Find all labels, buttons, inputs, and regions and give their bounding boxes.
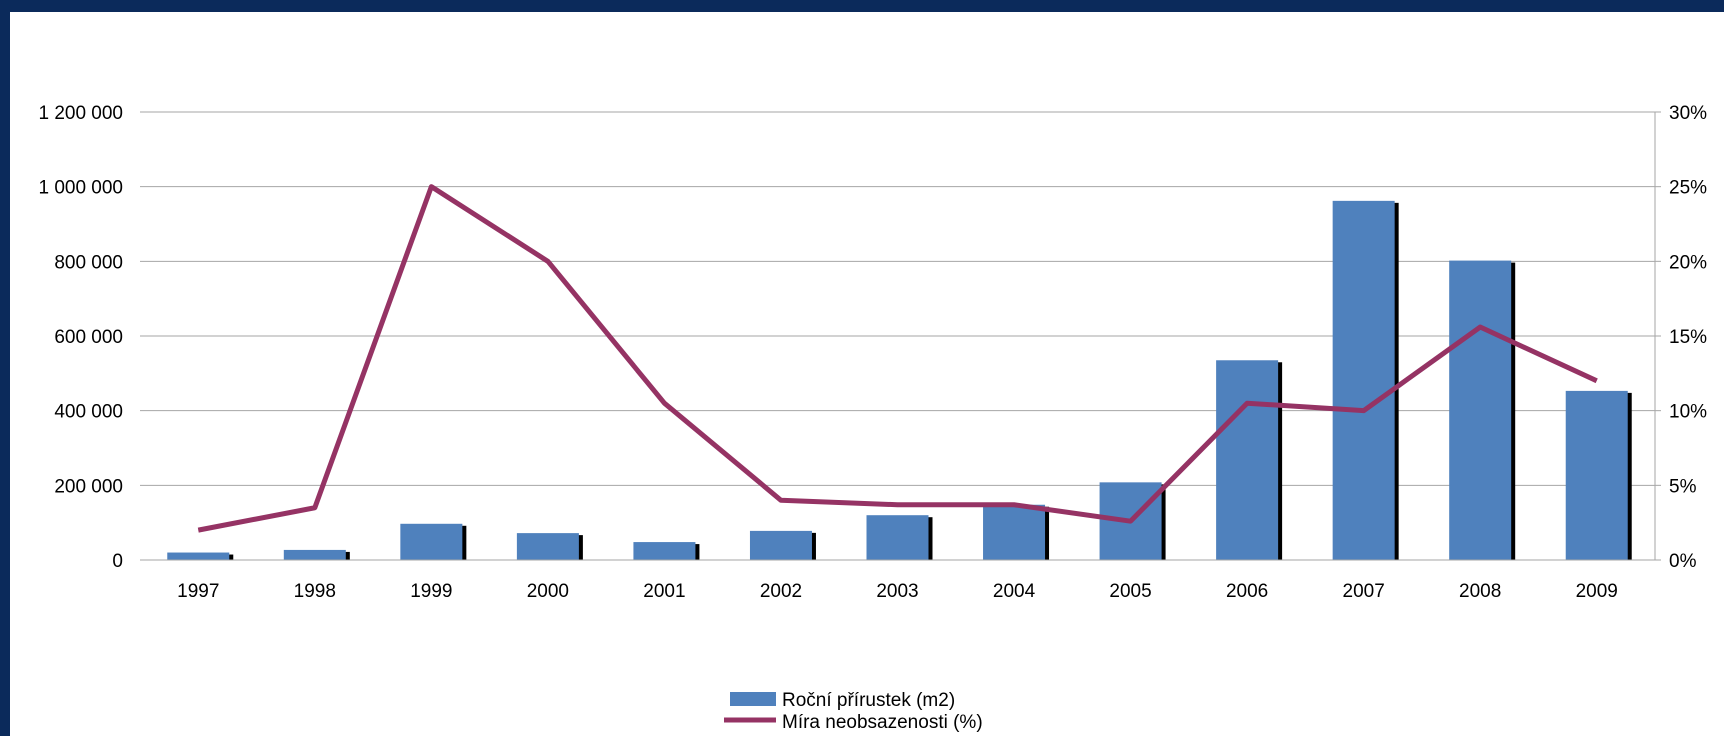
x-axis-ticks: 1997 1998 1999 2000 2001 2002 2003 2004 2005 2006… [177,581,1618,602]
x-tick-label: 2001 [643,581,685,602]
bar [983,504,1046,560]
right-tick-label: 20% [1669,252,1707,273]
bar [866,515,929,560]
bar-series [167,200,1632,560]
x-tick-label: 2005 [1109,581,1151,602]
right-tick-label: 5% [1669,476,1697,497]
bar [1216,360,1279,560]
legend-bar-label: Roční přírustek (m2) [782,690,955,711]
right-tick-label: 0% [1669,551,1697,572]
x-tick-label: 1999 [410,581,452,602]
x-tick-label: 2002 [760,581,802,602]
gridlines [140,111,1655,486]
bar [1332,200,1395,560]
right-tick-label: 10% [1669,402,1707,423]
x-tick-label: 2004 [993,581,1036,602]
right-tick-label: 25% [1669,178,1707,199]
x-tick-label: 2008 [1459,581,1501,602]
bar [283,549,346,560]
x-tick-label: 2009 [1576,581,1618,602]
legend: Roční přírustek (m2) Míra neobsazenosti … [724,690,983,733]
combo-chart: 0 200 000 400 000 600 000 800 000 1 000 000 1 … [38,103,1707,733]
bar [516,533,579,560]
bar [1449,260,1512,560]
left-axis-ticks: 0 200 000 400 000 600 000 800 000 1 000 000 1 … [38,103,123,572]
axes [140,111,1661,561]
legend-line-label: Míra neobsazenosti (%) [782,712,983,733]
left-tick-label: 600 000 [54,327,123,348]
legend-bar-swatch [730,692,776,706]
right-tick-label: 15% [1669,327,1707,348]
left-tick-label: 200 000 [54,476,123,497]
left-tick-label: 1 000 000 [38,178,123,199]
bar [400,523,463,560]
right-tick-label: 30% [1669,103,1707,124]
x-tick-label: 2000 [527,581,569,602]
x-tick-label: 2007 [1343,581,1385,602]
x-tick-label: 1997 [177,581,219,602]
right-axis-ticks: 0% 5% 10% 15% 20% 25% 30% [1669,103,1707,572]
bar [633,542,696,560]
left-tick-label: 400 000 [54,402,123,423]
line-series [197,184,1598,533]
x-tick-label: 2006 [1226,581,1268,602]
left-tick-label: 0 [112,551,123,572]
bar [749,530,812,560]
x-tick-label: 2003 [876,581,918,602]
x-tick-label: 1998 [294,581,336,602]
left-tick-label: 800 000 [54,252,123,273]
chart-frame: 0 200 000 400 000 600 000 800 000 1 000 000 1 … [10,12,1724,736]
bar [1565,390,1628,560]
bar [167,552,230,560]
left-tick-label: 1 200 000 [38,103,123,124]
